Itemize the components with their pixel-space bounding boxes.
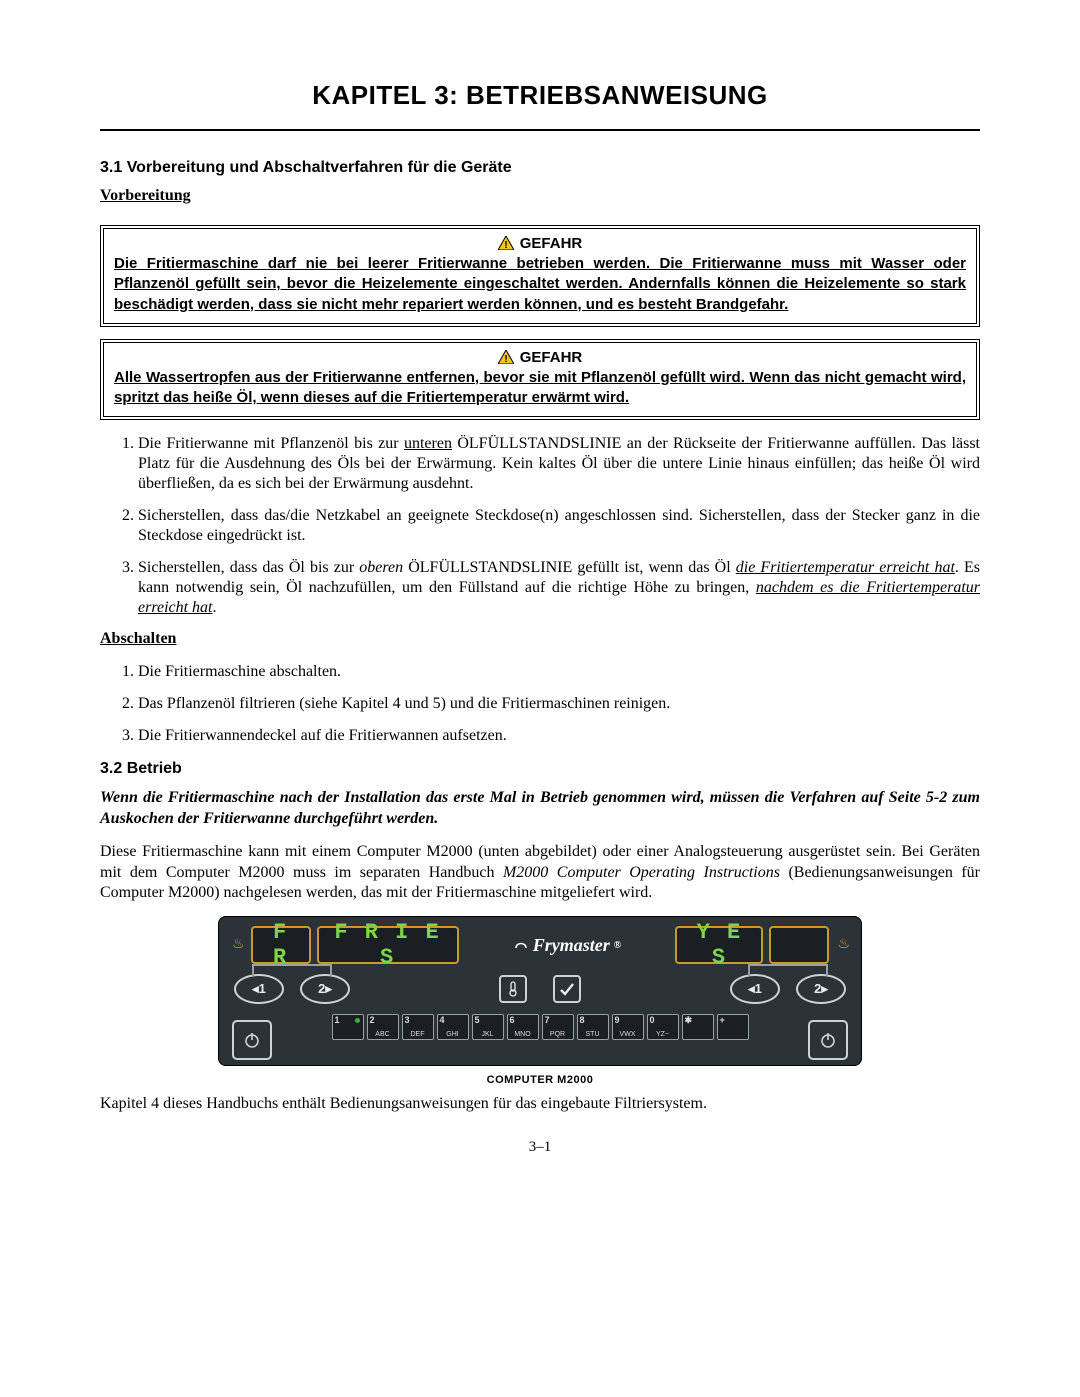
keypad-key-0[interactable]: 0YZ− xyxy=(647,1014,679,1040)
prep-steps-list: Die Fritierwanne mit Pflanzenöl bis zur … xyxy=(100,434,980,618)
after-panel-paragraph: Kapitel 4 dieses Handbuchs enthält Bedie… xyxy=(100,1094,980,1115)
danger-box-2: ! GEFAHR Alle Wassertropfen aus der Frit… xyxy=(100,339,980,421)
page-number: 3–1 xyxy=(100,1139,980,1156)
brand-logo: Frymaster® xyxy=(513,935,622,956)
keypad-row: 12ABC3DEF4GHI5JKL6MNO7PQR8STU9VWX0YZ−✱+ xyxy=(230,1014,850,1060)
shutdown-subhead: Abschalten xyxy=(100,630,176,648)
keypad-key-8[interactable]: 8STU xyxy=(577,1014,609,1040)
basket-2-left-button[interactable]: 2▸ xyxy=(300,974,350,1004)
seg-display-right-main: Y E S xyxy=(675,926,763,964)
panel-top-row: ♨ F R F R I E S Frymaster® Y E S ♨ xyxy=(230,926,850,964)
seg-display-left-main: F R I E S xyxy=(317,926,459,964)
svg-text:!: ! xyxy=(504,240,507,250)
keys-grid: 12ABC3DEF4GHI5JKL6MNO7PQR8STU9VWX0YZ−✱+ xyxy=(332,1014,749,1040)
danger-2-label: GEFAHR xyxy=(520,349,583,366)
heat-icon: ♨ xyxy=(837,938,850,952)
danger-1-head: ! GEFAHR xyxy=(114,235,966,254)
seg-display-right-small xyxy=(769,926,829,964)
controller-panel: ♨ F R F R I E S Frymaster® Y E S ♨ ◂1 xyxy=(218,916,862,1066)
danger-2-body: Alle Wassertropfen aus der Fritierwanne … xyxy=(114,368,966,409)
shutdown-step-1: Die Fritiermaschine abschalten. xyxy=(138,662,980,682)
keypad-key-2[interactable]: 2ABC xyxy=(367,1014,399,1040)
power-right-button[interactable] xyxy=(808,1020,848,1060)
page: KAPITEL 3: BETRIEBSANWEISUNG 3.1 Vorbere… xyxy=(0,0,1080,1397)
check-button[interactable] xyxy=(553,975,581,1003)
panel-figure: ♨ F R F R I E S Frymaster® Y E S ♨ ◂1 xyxy=(100,916,980,1086)
basket-1-left-button[interactable]: ◂1 xyxy=(234,974,284,1004)
keypad-key-4[interactable]: 4GHI xyxy=(437,1014,469,1040)
chapter-title: KAPITEL 3: BETRIEBSANWEISUNG xyxy=(100,80,980,111)
panel-caption: COMPUTER M2000 xyxy=(100,1074,980,1086)
keypad-key-3[interactable]: 3DEF xyxy=(402,1014,434,1040)
prep-subhead: Vorbereitung xyxy=(100,187,191,205)
prep-step-3: Sicherstellen, dass das Öl bis zur obere… xyxy=(138,558,980,618)
shutdown-step-3: Die Fritierwannendeckel auf die Fritierw… xyxy=(138,726,980,746)
warning-icon: ! xyxy=(498,236,514,254)
section-3-2-head: 3.2 Betrieb xyxy=(100,760,980,778)
horizontal-rule xyxy=(100,129,980,131)
keypad-key-5[interactable]: 5JKL xyxy=(472,1014,504,1040)
left-button-pair: ◂1 2▸ xyxy=(234,974,350,1004)
svg-text:!: ! xyxy=(504,354,507,364)
keypad-key-9[interactable]: 9VWX xyxy=(612,1014,644,1040)
panel-mid-row: ◂1 2▸ ◂1 2▸ xyxy=(230,974,850,1004)
prep-step-2: Sicherstellen, dass das/die Netzkabel an… xyxy=(138,506,980,546)
center-icons xyxy=(499,975,581,1003)
basket-1-right-button[interactable]: ◂1 xyxy=(730,974,780,1004)
basket-2-right-button[interactable]: 2▸ xyxy=(796,974,846,1004)
danger-box-1: ! GEFAHR Die Fritiermaschine darf nie be… xyxy=(100,225,980,327)
power-left-button[interactable] xyxy=(232,1020,272,1060)
danger-2-head: ! GEFAHR xyxy=(114,349,966,368)
keypad-key-✱[interactable]: ✱ xyxy=(682,1014,714,1040)
left-display-group: ♨ F R F R I E S xyxy=(230,926,459,964)
danger-1-label: GEFAHR xyxy=(520,235,583,252)
keypad-key-1[interactable]: 1 xyxy=(332,1014,364,1040)
section-3-1-head: 3.1 Vorbereitung und Abschaltverfahren f… xyxy=(100,159,980,177)
brand-swirl-icon xyxy=(513,937,529,953)
right-display-group: Y E S ♨ xyxy=(675,926,850,964)
controller-paragraph: Diese Fritiermaschine kann mit einem Com… xyxy=(100,842,980,904)
danger-1-body: Die Fritiermaschine darf nie bei leerer … xyxy=(114,254,966,315)
heat-icon: ♨ xyxy=(232,938,245,952)
right-button-pair: ◂1 2▸ xyxy=(730,974,846,1004)
seg-display-left-small: F R xyxy=(251,926,311,964)
keypad-key-+[interactable]: + xyxy=(717,1014,749,1040)
shutdown-steps-list: Die Fritiermaschine abschalten. Das Pfla… xyxy=(100,662,980,746)
warning-icon: ! xyxy=(498,350,514,368)
keypad-key-7[interactable]: 7PQR xyxy=(542,1014,574,1040)
shutdown-step-2: Das Pflanzenöl filtrieren (siehe Kapitel… xyxy=(138,694,980,714)
first-use-note: Wenn die Fritiermaschine nach der Instal… xyxy=(100,788,980,830)
prep-step-1: Die Fritierwanne mit Pflanzenöl bis zur … xyxy=(138,434,980,494)
temp-button[interactable] xyxy=(499,975,527,1003)
keypad-key-6[interactable]: 6MNO xyxy=(507,1014,539,1040)
